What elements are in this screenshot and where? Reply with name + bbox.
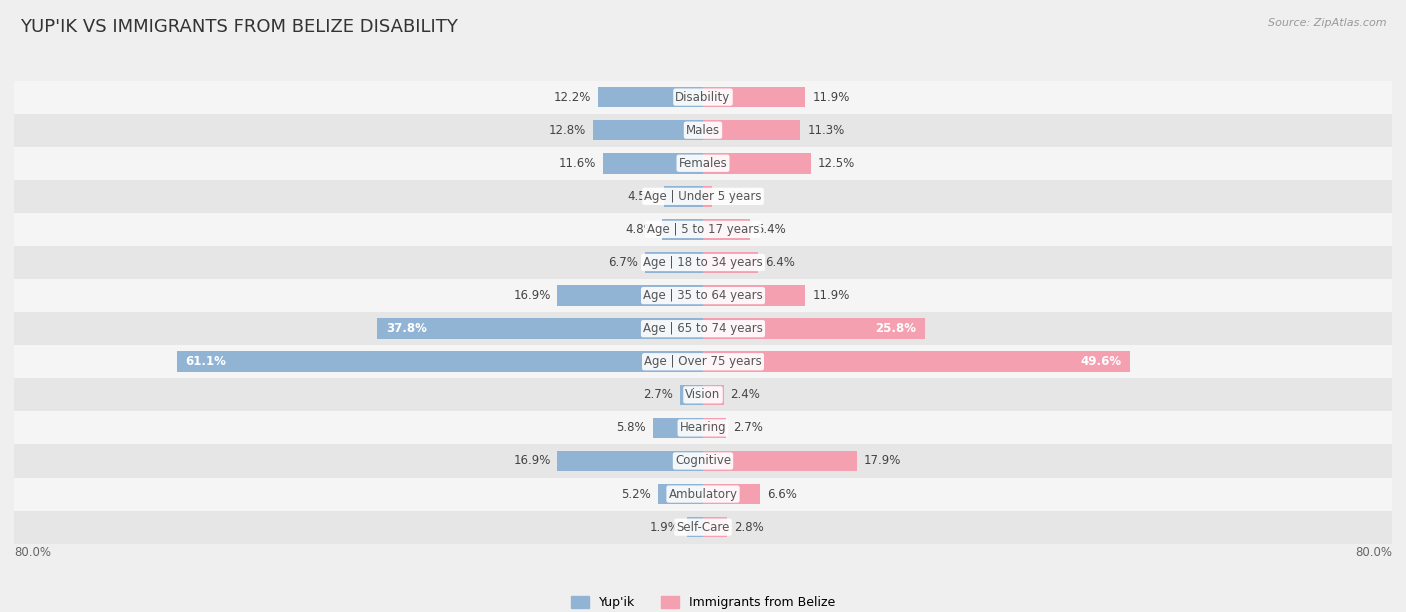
Bar [703, 252, 758, 273]
Text: Age | 65 to 74 years: Age | 65 to 74 years [643, 322, 763, 335]
Text: Age | 18 to 34 years: Age | 18 to 34 years [643, 256, 763, 269]
Text: 80.0%: 80.0% [1355, 547, 1392, 559]
Text: Self-Care: Self-Care [676, 521, 730, 534]
Bar [177, 351, 703, 372]
Text: 16.9%: 16.9% [513, 289, 551, 302]
Bar [603, 153, 703, 174]
Text: 2.7%: 2.7% [733, 422, 763, 435]
Bar [703, 517, 727, 537]
Text: 5.2%: 5.2% [621, 488, 651, 501]
Text: 4.8%: 4.8% [626, 223, 655, 236]
Bar [557, 285, 703, 306]
Text: Age | 35 to 64 years: Age | 35 to 64 years [643, 289, 763, 302]
Bar [598, 87, 703, 107]
Bar [703, 450, 858, 471]
Bar [703, 219, 749, 240]
Bar [703, 87, 806, 107]
Bar [14, 477, 1392, 510]
Text: Females: Females [679, 157, 727, 170]
Bar [14, 345, 1392, 378]
Text: 11.9%: 11.9% [813, 91, 849, 103]
Text: 5.8%: 5.8% [617, 422, 647, 435]
Text: 4.5%: 4.5% [627, 190, 658, 203]
Legend: Yup'ik, Immigrants from Belize: Yup'ik, Immigrants from Belize [565, 591, 841, 612]
Text: 2.4%: 2.4% [731, 389, 761, 401]
Bar [14, 213, 1392, 246]
Text: YUP'IK VS IMMIGRANTS FROM BELIZE DISABILITY: YUP'IK VS IMMIGRANTS FROM BELIZE DISABIL… [20, 18, 457, 36]
Text: Ambulatory: Ambulatory [668, 488, 738, 501]
Bar [14, 411, 1392, 444]
Text: Males: Males [686, 124, 720, 136]
Bar [703, 285, 806, 306]
Bar [14, 444, 1392, 477]
Bar [703, 384, 724, 405]
Text: Cognitive: Cognitive [675, 455, 731, 468]
Text: 11.3%: 11.3% [807, 124, 845, 136]
Text: Age | Over 75 years: Age | Over 75 years [644, 355, 762, 368]
Bar [14, 81, 1392, 114]
Text: 2.7%: 2.7% [643, 389, 673, 401]
Bar [662, 219, 703, 240]
Bar [14, 147, 1392, 180]
Bar [658, 484, 703, 504]
Text: Age | Under 5 years: Age | Under 5 years [644, 190, 762, 203]
Text: 6.4%: 6.4% [765, 256, 794, 269]
Bar [593, 120, 703, 140]
Bar [14, 180, 1392, 213]
Bar [14, 279, 1392, 312]
Text: 61.1%: 61.1% [186, 355, 226, 368]
Text: 1.1%: 1.1% [720, 190, 749, 203]
Bar [703, 120, 800, 140]
Text: Disability: Disability [675, 91, 731, 103]
Text: 2.8%: 2.8% [734, 521, 763, 534]
Bar [652, 417, 703, 438]
Bar [679, 384, 703, 405]
Text: Vision: Vision [685, 389, 721, 401]
Bar [703, 153, 811, 174]
Text: 80.0%: 80.0% [14, 547, 51, 559]
Text: Hearing: Hearing [679, 422, 727, 435]
Text: Age | 5 to 17 years: Age | 5 to 17 years [647, 223, 759, 236]
Bar [664, 186, 703, 207]
Text: Source: ZipAtlas.com: Source: ZipAtlas.com [1268, 18, 1386, 28]
Text: 37.8%: 37.8% [387, 322, 427, 335]
Bar [14, 114, 1392, 147]
Bar [703, 417, 727, 438]
Bar [377, 318, 703, 339]
Bar [703, 318, 925, 339]
Bar [14, 246, 1392, 279]
Bar [703, 484, 759, 504]
Text: 16.9%: 16.9% [513, 455, 551, 468]
Text: 17.9%: 17.9% [865, 455, 901, 468]
Bar [686, 517, 703, 537]
Text: 49.6%: 49.6% [1080, 355, 1122, 368]
Text: 12.2%: 12.2% [554, 91, 591, 103]
Bar [14, 510, 1392, 543]
Bar [645, 252, 703, 273]
Text: 1.9%: 1.9% [650, 521, 679, 534]
Text: 6.7%: 6.7% [609, 256, 638, 269]
Text: 11.9%: 11.9% [813, 289, 849, 302]
Bar [703, 186, 713, 207]
Text: 12.8%: 12.8% [548, 124, 586, 136]
Bar [703, 351, 1130, 372]
Text: 5.4%: 5.4% [756, 223, 786, 236]
Text: 11.6%: 11.6% [558, 157, 596, 170]
Text: 12.5%: 12.5% [817, 157, 855, 170]
Bar [14, 312, 1392, 345]
Bar [14, 378, 1392, 411]
Bar [557, 450, 703, 471]
Text: 25.8%: 25.8% [876, 322, 917, 335]
Text: 6.6%: 6.6% [766, 488, 797, 501]
